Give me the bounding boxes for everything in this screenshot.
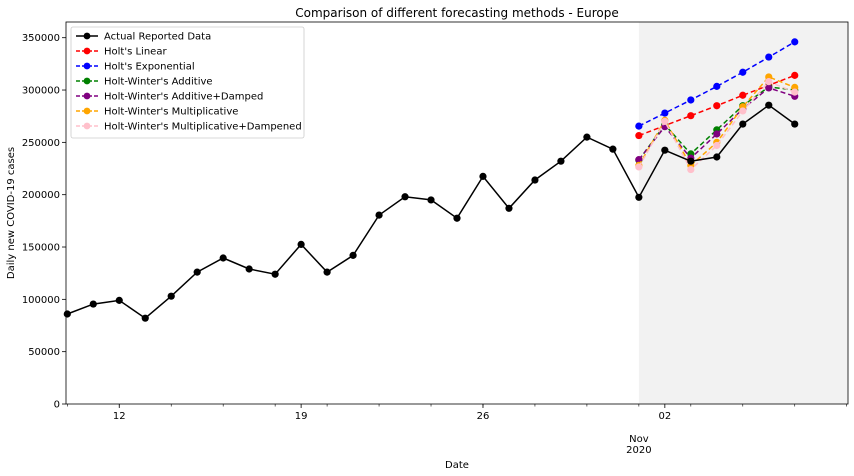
x-month-label: 2020 bbox=[626, 445, 651, 456]
data-point bbox=[713, 82, 721, 90]
data-point bbox=[89, 300, 97, 308]
x-tick-label: 12 bbox=[113, 411, 126, 422]
data-point bbox=[713, 153, 721, 161]
x-tick-label: 19 bbox=[295, 411, 308, 422]
legend-marker bbox=[83, 122, 91, 130]
x-month-label: Nov bbox=[629, 434, 649, 445]
data-point bbox=[687, 165, 695, 174]
data-point bbox=[739, 107, 747, 115]
data-point bbox=[765, 84, 773, 92]
y-tick-label: 0 bbox=[54, 400, 60, 411]
data-point bbox=[167, 292, 175, 300]
y-axis-label: Daily new COVID-19 cases bbox=[6, 147, 17, 279]
data-point bbox=[557, 157, 565, 165]
data-point bbox=[713, 141, 721, 150]
axes-layer: 0 50000 100000 150000 200000 250000 300000 3500… bbox=[22, 33, 848, 456]
data-point bbox=[323, 268, 331, 276]
legend-entry: Holt-Winter's Multiplicative+Dampened bbox=[104, 122, 302, 133]
data-point bbox=[687, 112, 695, 120]
data-point bbox=[791, 38, 799, 46]
y-tick-label: 200000 bbox=[22, 190, 60, 201]
data-point bbox=[193, 268, 201, 276]
data-point bbox=[401, 193, 409, 201]
x-tick-label: 26 bbox=[477, 411, 490, 422]
forecast-shade bbox=[638, 22, 848, 404]
data-point bbox=[427, 196, 435, 204]
plot-frame bbox=[65, 21, 849, 405]
y-tick-label: 50000 bbox=[28, 347, 60, 358]
legend-entry: Holt's Linear bbox=[104, 47, 167, 58]
data-point bbox=[661, 117, 669, 126]
data-point bbox=[479, 172, 487, 180]
data-point bbox=[297, 240, 305, 248]
data-point bbox=[635, 163, 643, 171]
plot-layer bbox=[63, 38, 799, 322]
data-point bbox=[349, 251, 357, 259]
data-point bbox=[505, 204, 513, 212]
data-point bbox=[635, 122, 643, 130]
data-point bbox=[791, 120, 799, 128]
data-point bbox=[739, 91, 747, 99]
legend-entry: Actual Reported Data bbox=[104, 32, 211, 43]
data-point bbox=[765, 101, 773, 109]
data-point bbox=[739, 68, 747, 76]
data-point bbox=[713, 102, 721, 110]
data-point bbox=[765, 53, 773, 61]
series-0 bbox=[63, 101, 799, 322]
y-tick-label: 150000 bbox=[22, 243, 60, 254]
data-point bbox=[791, 71, 799, 79]
legend-marker bbox=[83, 92, 91, 100]
data-point bbox=[453, 214, 461, 222]
series-2 bbox=[635, 38, 799, 130]
data-point bbox=[739, 120, 747, 128]
y-tick-label: 300000 bbox=[22, 86, 60, 97]
data-point bbox=[141, 314, 149, 322]
y-tick-label: 250000 bbox=[22, 138, 60, 149]
series-6 bbox=[635, 78, 799, 174]
chart-title: Comparison of different forecasting meth… bbox=[295, 6, 618, 20]
y-tick-label: 100000 bbox=[22, 295, 60, 306]
data-point bbox=[375, 211, 383, 219]
data-point bbox=[609, 145, 617, 153]
legend-box bbox=[70, 26, 305, 139]
data-point bbox=[635, 193, 643, 201]
legend-marker bbox=[83, 62, 91, 70]
legend: Actual Reported Data Holt's Linear Holt's … bbox=[70, 26, 305, 139]
data-point bbox=[271, 270, 279, 278]
data-point bbox=[245, 265, 253, 273]
data-point bbox=[687, 96, 695, 104]
legend-marker bbox=[83, 107, 91, 115]
data-point bbox=[791, 88, 799, 96]
data-point bbox=[687, 157, 695, 165]
legend-entry: Holt's Exponential bbox=[104, 62, 195, 73]
data-point bbox=[635, 131, 643, 140]
data-point bbox=[63, 310, 71, 318]
x-tick-label: 02 bbox=[658, 411, 671, 422]
data-point bbox=[661, 109, 669, 117]
data-point bbox=[219, 254, 227, 262]
x-axis-label: Date bbox=[445, 460, 469, 471]
legend-entry: Holt-Winter's Additive bbox=[104, 77, 213, 88]
data-point bbox=[531, 176, 539, 184]
legend-marker bbox=[83, 47, 91, 55]
legend-entry: Holt-Winter's Additive+Damped bbox=[104, 92, 263, 103]
y-tick-label: 350000 bbox=[22, 33, 60, 44]
data-point bbox=[713, 130, 721, 138]
data-point bbox=[115, 296, 123, 304]
data-point bbox=[583, 133, 591, 141]
legend-marker bbox=[83, 77, 91, 85]
data-point bbox=[661, 146, 669, 154]
data-point bbox=[765, 78, 773, 86]
legend-entry: Holt-Winter's Multiplicative bbox=[104, 107, 238, 118]
legend-marker bbox=[83, 32, 91, 40]
